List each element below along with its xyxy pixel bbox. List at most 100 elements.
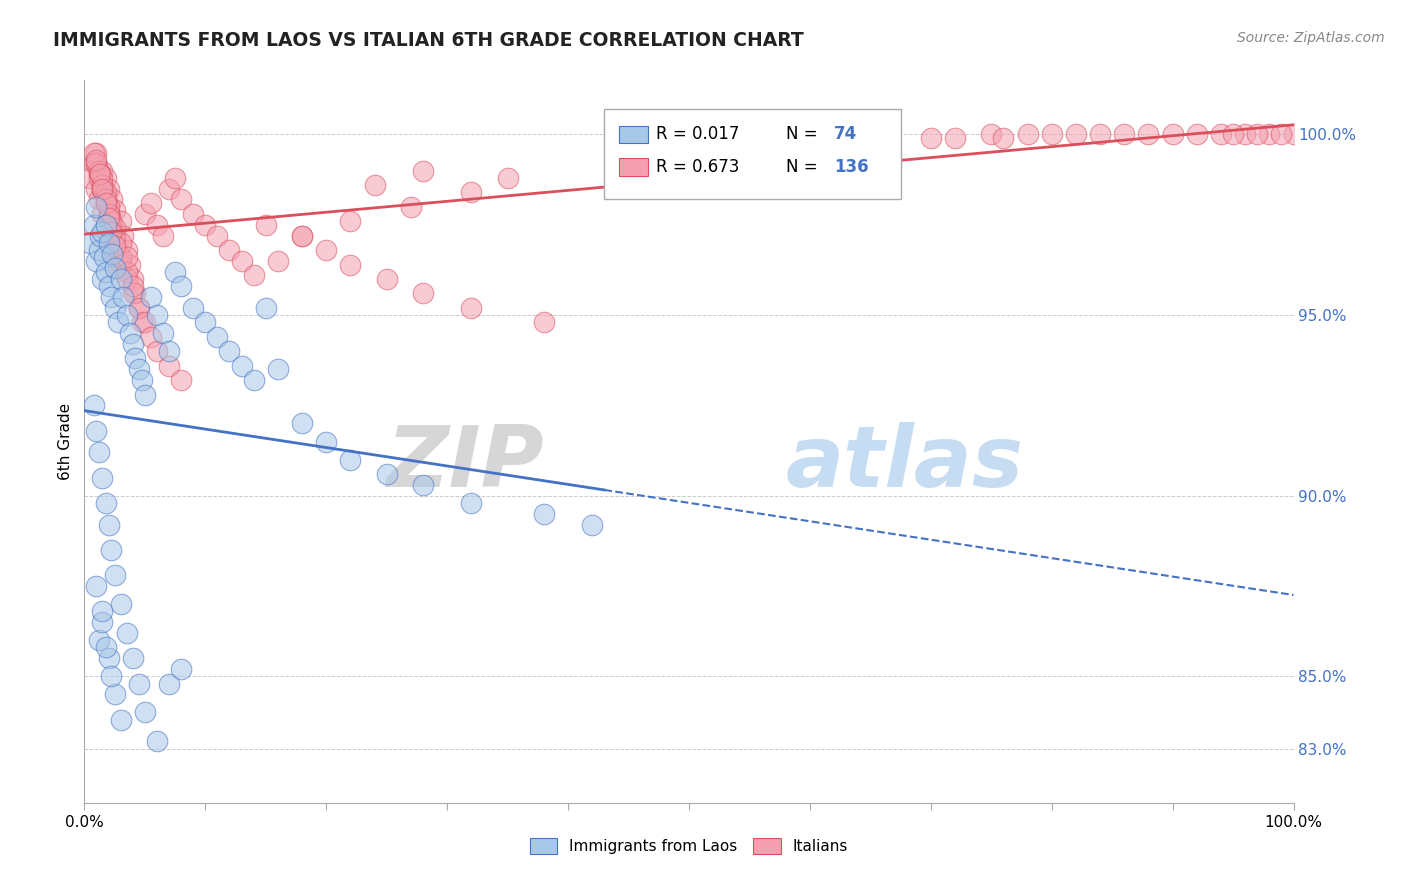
Point: [100, 214, 122, 228]
Point: [375, 467, 398, 481]
Point: [100, 221, 122, 235]
Point: [412, 478, 434, 492]
Point: [91, 272, 114, 286]
Point: [157, 676, 180, 690]
Point: [1282, 128, 1305, 142]
Point: [207, 330, 229, 344]
Point: [107, 315, 129, 329]
Point: [460, 301, 482, 315]
Point: [859, 131, 882, 145]
Point: [775, 138, 797, 153]
Point: [581, 517, 603, 532]
Point: [170, 373, 193, 387]
Point: [115, 250, 138, 264]
Point: [100, 290, 122, 304]
Point: [104, 301, 127, 315]
Point: [97, 200, 120, 214]
Point: [91, 615, 114, 629]
Point: [110, 235, 132, 250]
Text: IMMIGRANTS FROM LAOS VS ITALIAN 6TH GRADE CORRELATION CHART: IMMIGRANTS FROM LAOS VS ITALIAN 6TH GRAD…: [53, 31, 804, 50]
Text: ZIP: ZIP: [387, 422, 544, 505]
Point: [1234, 128, 1257, 142]
Point: [121, 279, 143, 293]
Point: [97, 211, 120, 225]
Text: R = 0.673: R = 0.673: [657, 158, 740, 176]
Point: [94, 196, 117, 211]
Point: [146, 218, 169, 232]
Point: [87, 445, 110, 459]
Point: [943, 131, 966, 145]
Point: [91, 604, 114, 618]
Point: [94, 640, 117, 655]
Point: [1222, 128, 1244, 142]
Point: [97, 207, 120, 221]
Point: [799, 135, 821, 149]
Point: [139, 330, 162, 344]
Point: [83, 145, 105, 160]
Y-axis label: 6th Grade: 6th Grade: [58, 403, 73, 480]
Point: [112, 228, 135, 243]
Point: [1137, 128, 1160, 142]
Point: [115, 272, 138, 286]
Point: [115, 243, 138, 257]
Text: atlas: atlas: [786, 422, 1024, 505]
Point: [94, 193, 117, 207]
Point: [872, 131, 894, 145]
Point: [110, 250, 132, 264]
Text: R = 0.017: R = 0.017: [657, 126, 740, 144]
Point: [94, 196, 117, 211]
Point: [157, 344, 180, 359]
Point: [94, 196, 117, 211]
Point: [291, 228, 314, 243]
Point: [267, 362, 290, 376]
Point: [97, 651, 120, 665]
Point: [110, 258, 132, 272]
Text: 136: 136: [834, 158, 869, 176]
Point: [121, 651, 143, 665]
Point: [97, 228, 120, 243]
Point: [194, 218, 217, 232]
Point: [993, 131, 1015, 145]
Point: [93, 250, 115, 264]
Point: [1040, 128, 1063, 142]
Point: [170, 279, 193, 293]
Point: [124, 351, 146, 366]
Point: [157, 181, 180, 195]
Point: [86, 579, 108, 593]
Point: [115, 265, 138, 279]
Point: [93, 186, 115, 200]
Point: [139, 196, 162, 211]
Point: [97, 181, 120, 195]
Point: [110, 597, 132, 611]
Point: [91, 163, 114, 178]
Point: [1246, 128, 1268, 142]
Point: [101, 221, 124, 235]
Point: [181, 207, 204, 221]
Point: [1088, 128, 1111, 142]
Point: [121, 286, 143, 301]
Point: [89, 228, 111, 243]
Point: [254, 301, 277, 315]
Point: [87, 193, 110, 207]
Point: [87, 167, 110, 181]
Point: [97, 235, 120, 250]
Point: [165, 265, 187, 279]
Point: [231, 253, 253, 268]
Point: [100, 225, 122, 239]
Point: [1270, 128, 1292, 142]
Point: [134, 315, 156, 329]
Point: [399, 200, 422, 214]
Point: [86, 181, 108, 195]
Point: [702, 135, 724, 149]
Point: [91, 181, 114, 195]
Point: [83, 218, 105, 232]
Point: [107, 261, 129, 276]
Point: [152, 326, 174, 340]
Point: [254, 218, 277, 232]
Point: [231, 359, 253, 373]
Point: [1017, 128, 1039, 142]
Point: [412, 286, 434, 301]
Point: [86, 156, 108, 170]
Point: [134, 706, 156, 720]
Point: [496, 170, 519, 185]
